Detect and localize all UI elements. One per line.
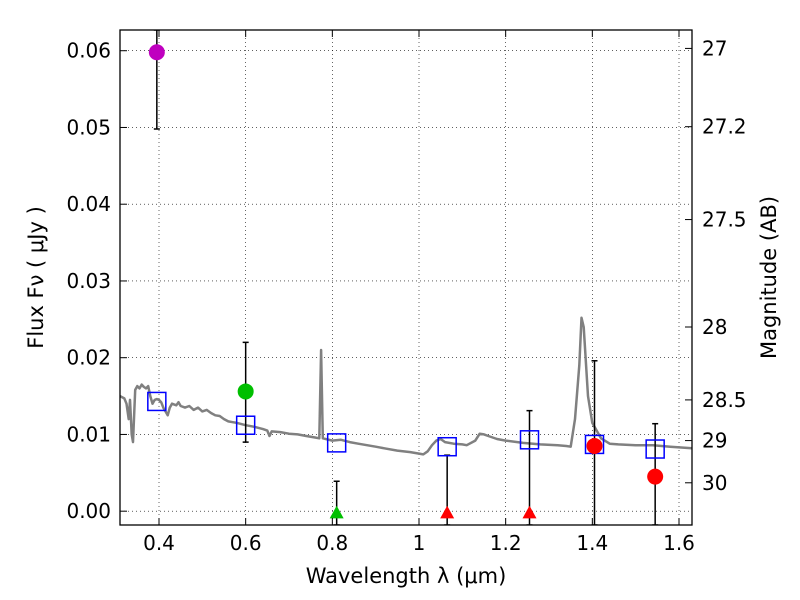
observed-point [237, 383, 254, 400]
plot-frame [119, 29, 693, 526]
right-y-axis-label: Magnitude (AB) [757, 196, 781, 359]
x-axis-label: Wavelength λ (μm) [306, 564, 507, 588]
y2-tick-label: 28 [702, 315, 727, 339]
model-point-square [519, 430, 540, 450]
y-axis-label: Flux Fν ( μJy ) [24, 206, 48, 349]
y-tick-label: 0.06 [66, 39, 111, 63]
model-point-square [326, 433, 347, 453]
x-tick-label: 1.2 [490, 531, 522, 555]
model-point-square [147, 391, 167, 412]
observed-point [647, 468, 664, 485]
y2-tick-label: 27 [702, 36, 727, 60]
x-tick-label: 1 [413, 531, 426, 555]
y-tick-label: 0.03 [66, 269, 111, 293]
observed-point [586, 437, 603, 454]
y2-tick-label: 30 [702, 471, 727, 495]
model-point-square [437, 436, 457, 457]
template-spectrum-line [120, 316, 692, 456]
upper-limit-triangle [522, 505, 537, 519]
x-tick-label: 0.6 [230, 531, 262, 555]
y-tick-label: 0.04 [66, 192, 111, 216]
y2-tick-label: 27.5 [702, 208, 747, 232]
model-point-square [645, 439, 665, 459]
model-point-square [235, 415, 256, 435]
plot-area [120, 30, 692, 525]
axes: 0.4 0.6 0.8 1 1.2 1.4 1.6 0.00 0.01 0.02 0.03 0.04 0… [66, 30, 747, 555]
y2-tick-label: 28.5 [702, 388, 747, 412]
y2-tick-label: 29 [702, 429, 727, 453]
x-tick-label: 1.4 [576, 531, 608, 555]
observed-point [148, 44, 165, 61]
x-tick-label: 0.8 [316, 531, 348, 555]
upper-limit-triangle [329, 505, 344, 519]
y-tick-label: 0.00 [66, 499, 111, 523]
y-tick-label: 0.01 [66, 422, 111, 446]
x-tick-label: 1.6 [663, 531, 695, 555]
y2-tick-label: 27.2 [702, 115, 747, 139]
upper-limit-triangle [440, 505, 455, 519]
y-tick-label: 0.05 [66, 115, 111, 139]
x-tick-label: 0.4 [143, 531, 175, 555]
y-tick-label: 0.02 [66, 346, 111, 370]
